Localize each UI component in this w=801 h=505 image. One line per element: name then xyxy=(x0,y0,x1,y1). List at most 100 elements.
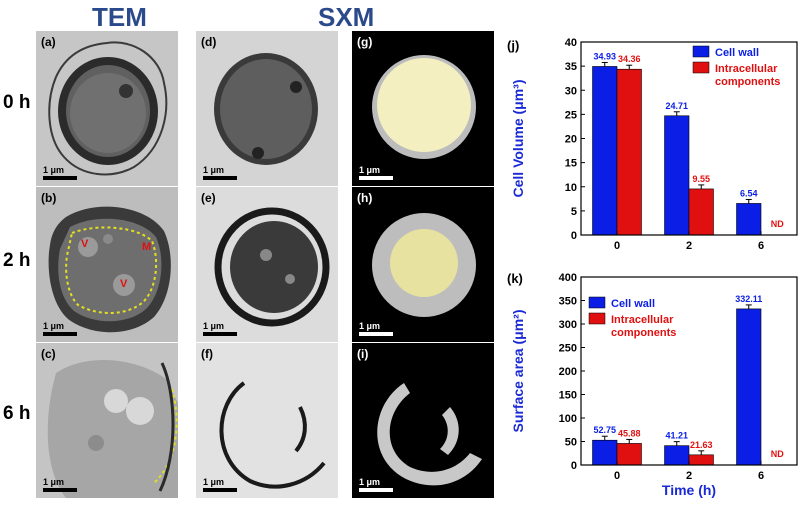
vacuole-label: V xyxy=(120,278,128,290)
y-tick-label: 15 xyxy=(565,158,577,170)
x-tick-label: 2 xyxy=(686,240,692,252)
y-axis-label: Surface area (μm²) xyxy=(510,310,526,433)
x-tick-label: 0 xyxy=(614,240,620,252)
sxm-render-panel-i: (i) 1 μm xyxy=(352,343,494,498)
scale-bar: 1 μm xyxy=(359,477,393,492)
3d-render-image xyxy=(352,31,494,186)
sxm-panel-f: (f) 1 μm xyxy=(196,343,338,498)
surface-area-chart: (k) 52.75 41.21 332.11 45.88 21.63 ND 0 50 100 150… xyxy=(507,271,798,498)
legend-label: components xyxy=(715,76,780,88)
panel-label: (c) xyxy=(41,347,56,361)
sxm-panel-d: (d) 1 μm xyxy=(196,31,338,186)
row-label-6h: 6 h xyxy=(3,403,31,424)
panel-label: (a) xyxy=(41,35,56,49)
y-tick-label: 50 xyxy=(565,437,577,449)
sxm-column-header: SXM xyxy=(318,2,375,32)
legend-label: Cell wall xyxy=(715,47,759,59)
data-label: 41.21 xyxy=(665,431,688,441)
panel-label: (d) xyxy=(201,35,217,49)
y-tick-label: 20 xyxy=(565,134,577,146)
bar xyxy=(736,203,762,236)
panel-label: (g) xyxy=(357,35,373,49)
data-label: 21.63 xyxy=(690,440,713,450)
scale-bar: 1 μm xyxy=(43,321,77,336)
data-label: 6.54 xyxy=(740,188,758,198)
y-tick-label: 35 xyxy=(565,61,577,73)
y-tick-label: 10 xyxy=(565,182,577,194)
3d-render-image xyxy=(352,343,494,498)
panel-label: (b) xyxy=(41,191,57,205)
x-axis-label: Time (h) xyxy=(662,482,716,498)
y-axis-label: Cell Volume (μm³) xyxy=(510,80,526,198)
sxm-render-panel-h: (h) 1 μm xyxy=(352,187,494,342)
y-tick-label: 30 xyxy=(565,85,577,97)
bar xyxy=(616,443,642,466)
y-tick-label: 100 xyxy=(559,413,577,425)
data-label: ND xyxy=(771,449,784,459)
x-tick-label: 2 xyxy=(686,470,692,482)
bar xyxy=(664,115,690,236)
scale-bar: 1 μm xyxy=(359,165,393,180)
tem-panel-c: (c) 1 μm xyxy=(36,343,178,498)
y-tick-label: 400 xyxy=(559,272,577,284)
tem-cell-image xyxy=(36,31,178,186)
bar xyxy=(736,308,762,466)
panel-label: (f) xyxy=(201,347,213,361)
data-label: 24.71 xyxy=(665,101,688,111)
y-tick-label: 200 xyxy=(559,366,577,378)
tem-column-header: TEM xyxy=(92,2,147,32)
sxm-render-panel-g: (g) 1 μm xyxy=(352,31,494,186)
legend-swatch xyxy=(692,45,710,58)
bar xyxy=(616,68,642,236)
scale-bar: 1 μm xyxy=(203,165,237,180)
scale-bar: 1 μm xyxy=(203,321,237,336)
tem-panel-b: (b) V M V 1 μm xyxy=(36,187,178,342)
legend-label: Intracellular xyxy=(611,314,674,326)
scale-bar: 1 μm xyxy=(43,165,77,180)
panel-label: (e) xyxy=(201,191,216,205)
y-tick-label: 250 xyxy=(559,343,577,355)
bar xyxy=(688,454,714,466)
bar xyxy=(664,445,690,466)
data-label: ND xyxy=(771,219,784,229)
sxm-cell-image xyxy=(196,343,338,498)
legend-swatch xyxy=(692,61,710,74)
scale-bar: 1 μm xyxy=(203,477,237,492)
data-label: 332.11 xyxy=(735,294,762,304)
y-tick-label: 150 xyxy=(559,390,577,402)
y-tick-label: 0 xyxy=(571,230,577,242)
y-tick-label: 5 xyxy=(571,206,577,218)
y-tick-label: 40 xyxy=(565,37,577,49)
data-label: 52.75 xyxy=(593,425,616,435)
legend-label: components xyxy=(611,327,676,339)
y-tick-label: 350 xyxy=(559,296,577,308)
legend-swatch xyxy=(588,312,606,325)
data-label: 34.36 xyxy=(618,54,641,64)
vacuole-label: V xyxy=(81,238,89,250)
row-label-2h: 2 h xyxy=(3,250,31,271)
tem-cell-image xyxy=(36,343,178,498)
panel-label: (h) xyxy=(357,191,373,205)
bar xyxy=(688,188,714,236)
legend-label: Cell wall xyxy=(611,298,655,310)
sxm-panel-e: (e) 1 μm xyxy=(196,187,338,342)
tem-cell-image xyxy=(36,187,178,342)
legend-swatch xyxy=(588,296,606,309)
row-label-0h: 0 h xyxy=(3,92,31,113)
bar xyxy=(592,439,618,466)
cell-volume-chart: (j)34.9324.716.5434.369.55ND051015202530… xyxy=(507,37,798,255)
sxm-cell-image xyxy=(196,31,338,186)
y-tick-label: 25 xyxy=(565,109,577,121)
legend-label: Intracellular xyxy=(715,63,778,75)
tem-panel-a: (a) 1 μm xyxy=(36,31,178,186)
data-label: 34.93 xyxy=(593,51,616,61)
x-axis-label: Time (h) xyxy=(662,252,716,255)
panel-label: (j) xyxy=(507,38,519,53)
mitochondria-label: M xyxy=(142,241,152,253)
3d-render-image xyxy=(352,187,494,342)
data-label: 9.55 xyxy=(692,174,710,184)
bar xyxy=(592,66,618,236)
panel-label: (i) xyxy=(357,347,369,361)
x-tick-label: 6 xyxy=(758,470,764,482)
sxm-cell-image xyxy=(196,187,338,342)
